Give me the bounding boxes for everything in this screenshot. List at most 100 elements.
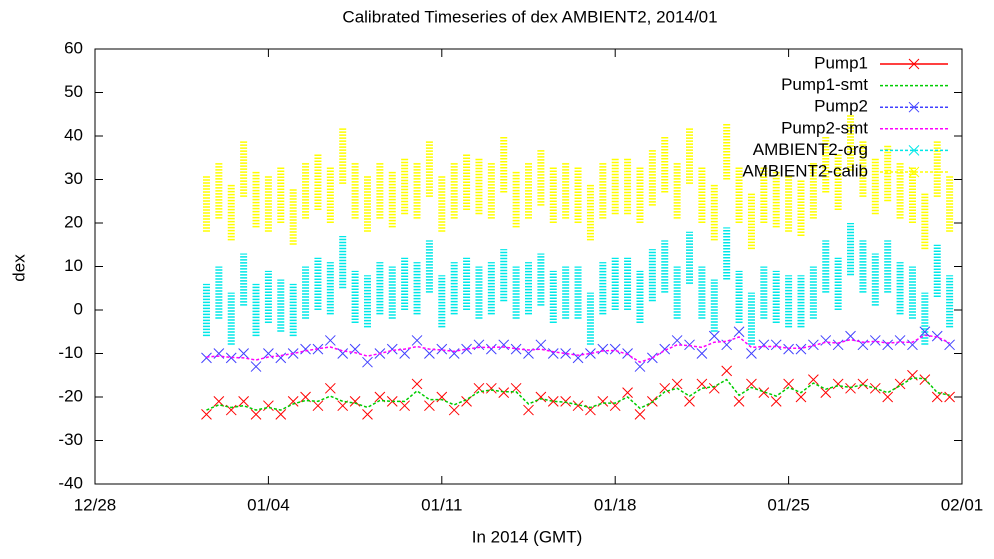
data-point [424,348,435,359]
y-tick-label: -40 [58,473,83,492]
data-point [498,387,510,399]
data-point [684,339,695,351]
y-tick-label: 30 [64,169,83,188]
data-point [362,356,373,368]
data-point [585,348,596,359]
y-tick-label: 20 [64,212,83,231]
data-point [424,400,435,412]
data-point [609,343,621,355]
data-point [411,335,423,346]
data-point [547,395,559,407]
data-point [349,395,361,407]
data-point [795,391,807,403]
data-point [634,409,646,420]
y-tick-label: 40 [64,125,83,144]
data-point [696,348,708,359]
x-tick-label: 01/25 [767,495,810,514]
y-tick-label: -30 [58,430,83,449]
data-point [510,343,522,355]
data-point [201,409,212,420]
data-point [832,339,844,351]
x-tick-label: 01/11 [421,495,462,514]
legend-label: AMBIENT2-calib [742,161,868,180]
data-point [312,400,324,412]
x-axis-label: In 2014 (GMT) [472,527,583,546]
legend-label: Pump2-smt [781,118,868,137]
data-point [324,335,336,346]
data-point [337,348,349,359]
data-point [461,343,472,355]
y-tick-label: 50 [64,82,83,101]
data-point [808,339,819,351]
data-point [845,330,856,342]
chart-title: Calibrated Timeseries of dex AMBIENT2, 2… [342,7,717,26]
data-point [275,409,287,420]
data-point [795,343,807,355]
data-point [659,382,671,394]
smooth-line [206,377,950,411]
data-point [362,409,373,420]
y-tick-label: -10 [58,343,83,362]
data-point [820,335,832,346]
data-point [436,343,448,355]
data-point [448,404,460,416]
data-point [758,387,770,399]
y-tick-label: 10 [64,256,83,275]
data-point [225,352,237,364]
data-point [399,348,410,359]
x-tick-label: 02/01 [941,495,984,514]
legend-marker [908,166,920,178]
data-point [882,391,894,403]
legend-label: Pump1-smt [781,75,868,94]
data-point [560,348,572,359]
data-point [919,326,931,338]
data-point [894,378,906,390]
data-point [944,391,955,403]
data-point [399,400,410,412]
data-point [671,335,683,346]
data-point [622,387,633,399]
legend-label: AMBIENT2-org [753,140,868,159]
data-point [634,361,646,372]
data-point [746,378,757,390]
data-point [275,352,287,364]
data-point [696,378,708,390]
legend-marker [908,145,920,156]
data-point [287,395,299,407]
data-point [808,374,819,385]
data-point [485,382,497,394]
data-point [684,395,695,407]
data-point [523,348,534,359]
data-point [869,335,881,346]
data-point [597,343,609,355]
data-point [263,400,274,412]
data-point [436,391,448,403]
y-tick-label: 0 [74,299,83,318]
x-tick-label: 01/18 [594,495,637,514]
legend-marker [908,101,920,113]
y-axis-label: dex [9,254,28,282]
data-point [201,352,212,364]
data-point [547,348,559,359]
data-point [609,400,621,412]
data-point [411,378,423,390]
data-point [250,361,262,372]
legend-label: Pump2 [814,97,868,116]
data-point [820,387,832,399]
data-point [523,404,534,416]
data-point [560,395,572,407]
data-point [758,339,770,351]
data-point [585,404,596,416]
data-point [708,330,720,342]
data-point [324,382,336,394]
legend-marker [908,58,920,70]
data-point [721,365,733,377]
data-point [733,326,745,338]
plot-frame [94,48,963,485]
x-tick-label: 12/28 [74,495,117,514]
data-point [572,400,584,412]
data-point [213,395,225,407]
data-point [733,395,745,407]
